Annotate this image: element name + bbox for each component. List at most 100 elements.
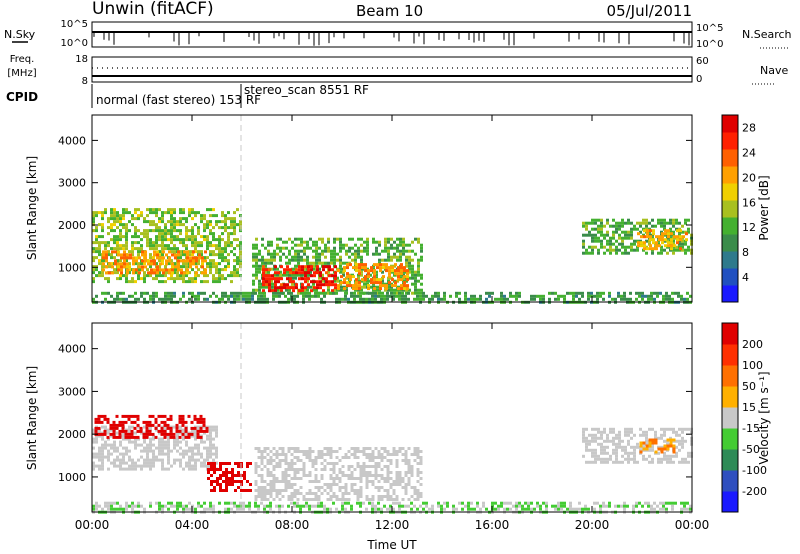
echo-cell xyxy=(178,435,182,439)
echo-cell xyxy=(467,501,470,505)
echo-cell xyxy=(212,425,215,429)
echo-cell xyxy=(150,262,153,266)
echo-cell xyxy=(623,297,626,301)
echo-cell xyxy=(104,208,107,212)
echo-cell xyxy=(485,507,488,511)
echo-cell xyxy=(170,223,173,227)
echo-cell xyxy=(276,288,279,292)
echo-cell xyxy=(158,238,161,242)
echo-cell xyxy=(395,459,399,462)
echo-cell xyxy=(639,450,643,454)
echo-cell xyxy=(572,294,575,298)
echo-cell xyxy=(299,450,303,453)
echo-cell xyxy=(219,483,222,486)
echo-cell xyxy=(197,274,200,278)
echo-cell xyxy=(117,253,120,257)
echo-cell xyxy=(593,501,596,505)
echo-cell xyxy=(332,468,336,471)
echo-cell xyxy=(344,483,348,486)
echo-cell xyxy=(187,414,191,418)
echo-cell xyxy=(663,224,666,228)
echo-cell xyxy=(131,277,134,281)
echo-cell xyxy=(185,244,188,248)
echo-cell xyxy=(242,504,245,508)
echo-cell xyxy=(149,223,152,227)
echo-cell xyxy=(186,268,189,272)
echo-cell xyxy=(224,265,227,269)
echo-cell xyxy=(666,438,670,442)
echo-cell xyxy=(422,501,425,505)
echo-cell xyxy=(152,449,155,453)
echo-cell xyxy=(398,501,401,505)
echo-cell xyxy=(506,507,509,511)
echo-cell xyxy=(143,229,146,233)
echo-cell xyxy=(194,247,197,251)
echo-cell xyxy=(642,221,645,225)
echo-cell xyxy=(215,425,218,429)
echo-cell xyxy=(360,258,363,262)
echo-cell xyxy=(343,266,346,270)
echo-cell xyxy=(386,492,390,495)
echo-cell xyxy=(177,250,180,254)
echo-cell xyxy=(413,450,417,453)
echo-cell xyxy=(650,294,653,298)
echo-cell xyxy=(145,423,149,427)
echo-cell xyxy=(218,280,221,284)
echo-cell xyxy=(182,434,185,438)
echo-cell xyxy=(95,241,98,245)
echo-cell xyxy=(329,483,333,486)
echo-cell xyxy=(146,220,149,224)
echo-cell xyxy=(657,460,660,464)
echo-cell xyxy=(265,268,268,272)
echo-cell xyxy=(225,474,228,477)
echo-cell xyxy=(339,264,342,268)
echo-cell xyxy=(269,507,272,511)
echo-cell xyxy=(612,218,615,222)
echo-cell xyxy=(158,297,161,301)
echo-cell xyxy=(367,269,370,273)
echo-cell xyxy=(140,214,143,218)
echo-cell xyxy=(293,504,296,508)
echo-cell xyxy=(500,501,503,505)
echo-cell xyxy=(185,507,188,511)
echo-cell xyxy=(131,461,134,465)
echo-cell xyxy=(155,241,158,245)
echo-cell xyxy=(283,283,286,287)
echo-cell xyxy=(624,236,627,240)
echo-cell xyxy=(354,255,357,259)
echo-cell xyxy=(386,297,389,301)
echo-cell xyxy=(143,297,146,301)
echo-cell xyxy=(539,507,542,511)
echo-cell xyxy=(651,445,654,449)
echo-cell xyxy=(110,256,113,260)
power-xaxis-ticks xyxy=(91,115,693,302)
xtick-label: 00:00 xyxy=(75,518,110,532)
echo-cell xyxy=(153,253,156,257)
echo-cell xyxy=(113,241,116,245)
echo-cell xyxy=(332,450,336,453)
echo-cell xyxy=(113,458,116,462)
echo-cell xyxy=(359,465,363,468)
echo-cell xyxy=(272,498,276,501)
echo-cell xyxy=(239,262,242,266)
echo-cell xyxy=(407,483,411,486)
echo-cell xyxy=(128,464,131,468)
echo-cell xyxy=(143,464,146,468)
echo-cell xyxy=(585,233,588,237)
velocity-colorbar-label: Velocity [m s⁻¹] xyxy=(757,371,771,464)
echo-cell xyxy=(216,483,219,486)
echo-cell xyxy=(370,281,373,285)
echo-cell xyxy=(284,477,288,480)
echo-cell xyxy=(359,474,363,477)
echo-cell xyxy=(356,462,360,465)
echo-cell xyxy=(527,504,530,508)
echo-cell xyxy=(157,414,161,418)
echo-cell xyxy=(671,291,674,295)
echo-cell xyxy=(194,467,197,471)
echo-cell xyxy=(368,498,372,501)
echo-cell xyxy=(624,248,627,252)
echo-cell xyxy=(351,258,354,262)
echo-cell xyxy=(115,426,119,430)
echo-cell xyxy=(240,489,243,492)
echo-cell xyxy=(112,432,116,436)
